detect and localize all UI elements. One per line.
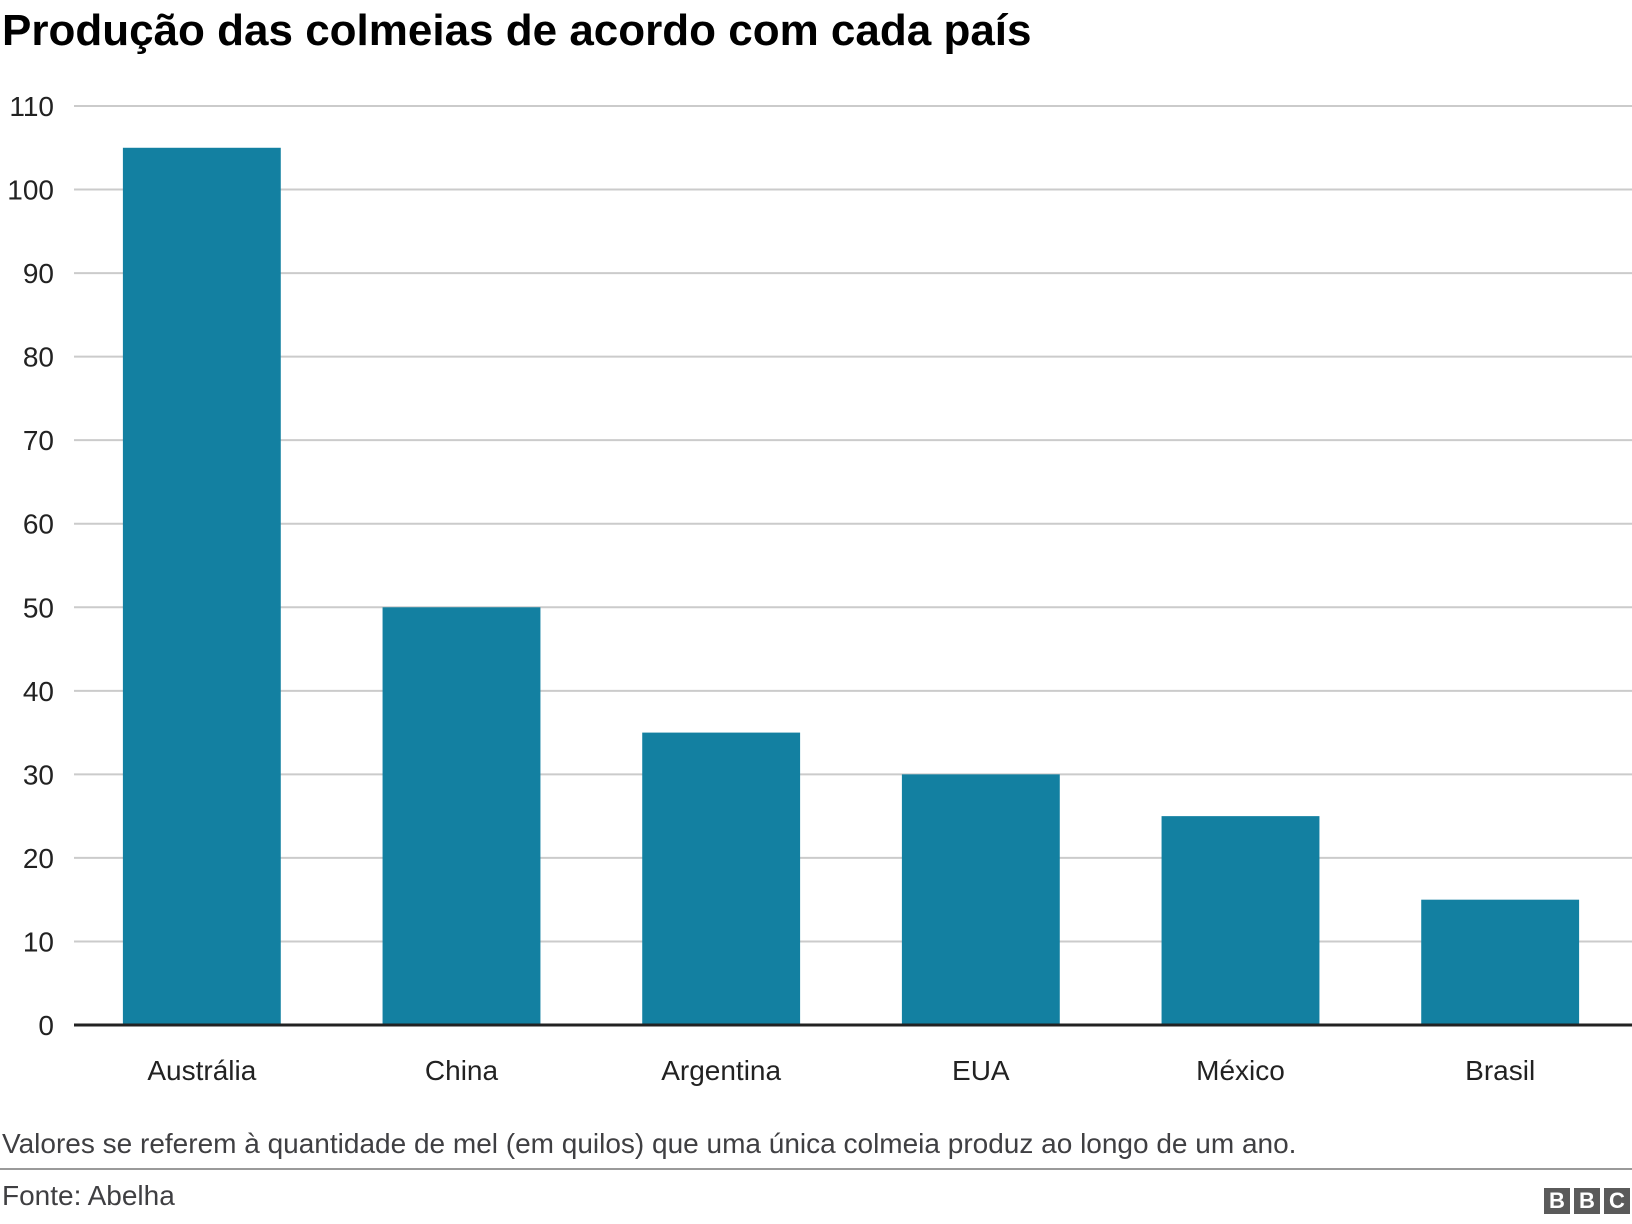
bbc-logo: B B C: [1544, 1188, 1630, 1214]
bar: [382, 607, 541, 1025]
y-tick-label: 80: [23, 342, 54, 373]
bar: [1421, 899, 1580, 1025]
bar: [122, 147, 281, 1026]
x-tick-label: Brasil: [1465, 1055, 1535, 1086]
x-tick-label: México: [1196, 1055, 1285, 1086]
y-axis-tick-labels: 0 10 20 30 40 50 60 70 80 90 100 110: [7, 91, 54, 1041]
gridlines: [74, 105, 1632, 943]
y-tick-label: 30: [23, 759, 54, 790]
x-axis-tick-labels: Austrália China Argentina EUA México Brasil: [147, 1055, 1535, 1086]
source-text: Fonte: Abelha: [2, 1180, 175, 1211]
bar: [642, 732, 801, 1025]
chart-note: Valores se referem à quantidade de mel (…: [2, 1128, 1297, 1159]
bar: [901, 774, 1060, 1025]
y-tick-label: 50: [23, 592, 54, 623]
bbc-logo-letter: B: [1574, 1188, 1600, 1214]
y-tick-label: 90: [23, 258, 54, 289]
x-tick-label: Austrália: [147, 1055, 256, 1086]
bars: [122, 147, 1580, 1026]
bbc-logo-letter: B: [1544, 1188, 1570, 1214]
y-tick-label: 60: [23, 509, 54, 540]
y-tick-label: 70: [23, 425, 54, 456]
y-tick-label: 20: [23, 843, 54, 874]
y-tick-label: 40: [23, 676, 54, 707]
footer-divider: [0, 1168, 1632, 1170]
x-tick-label: China: [425, 1055, 499, 1086]
x-tick-label: EUA: [952, 1055, 1010, 1086]
chart-title: Produção das colmeias de acordo com cada…: [2, 6, 1032, 55]
x-tick-label: Argentina: [661, 1055, 781, 1086]
y-tick-label: 100: [7, 175, 54, 206]
bbc-logo-letter: C: [1604, 1188, 1630, 1214]
y-tick-label: 0: [38, 1010, 54, 1041]
y-tick-label: 10: [23, 926, 54, 957]
bar: [1161, 816, 1320, 1025]
y-tick-label: 110: [9, 91, 54, 122]
